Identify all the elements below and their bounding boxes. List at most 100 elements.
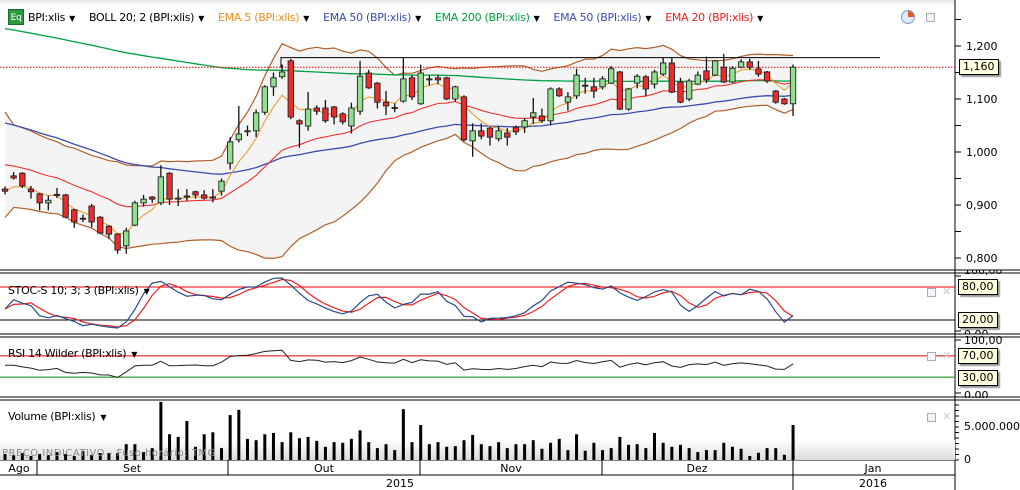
candle-up [685, 80, 693, 100]
volume-bar [583, 450, 587, 460]
volume-label: Volume (BPI:xlis) [8, 410, 96, 423]
volume-bar [471, 434, 475, 460]
legend-ema200[interactable]: EMA 200 (BPI:xlis) ▼ [435, 11, 540, 24]
volume-bar [635, 444, 639, 460]
legend-symbol[interactable]: BPI:xlis ▼ [28, 11, 75, 24]
price-tick-label: 0,900 [966, 199, 998, 212]
dropdown-arrow-icon: ▼ [131, 350, 138, 359]
candle-down [556, 88, 563, 97]
volume-bar [375, 448, 379, 460]
candle-up [426, 78, 433, 81]
volume-bar [479, 444, 483, 460]
volume-bar [644, 448, 648, 460]
maximize-icon[interactable] [926, 13, 935, 22]
rsi-upper-tag: 70,00 [958, 348, 998, 364]
candle-up [521, 120, 528, 128]
volume-bar [176, 436, 180, 460]
volume-bar [185, 421, 189, 460]
stoch-legend[interactable]: STOC-S 10; 3; 3 (BPI:xlis) ▼ [8, 284, 150, 297]
candle-down [763, 71, 771, 82]
candle-up [304, 108, 312, 127]
bollinger-lower [4, 104, 794, 260]
close-icon[interactable]: ✕ [942, 285, 952, 298]
year-label: 2015 [386, 477, 414, 490]
stoch-label: STOC-S 10; 3; 3 (BPI:xlis) [8, 284, 139, 297]
candle-up [789, 66, 797, 105]
candle-up [278, 71, 286, 78]
rsi-legend[interactable]: RSI 14 Wilder (BPI:xlis) ▼ [8, 347, 137, 360]
candle-down [88, 205, 95, 223]
volume-bar [687, 448, 691, 460]
volume-bar [81, 451, 85, 460]
candle-down [460, 96, 468, 141]
legend-ema20[interactable]: EMA 20 (BPI:xlis) ▼ [665, 11, 763, 24]
volume-bar [358, 430, 362, 460]
resistance-line [280, 57, 880, 68]
bollinger-upper [4, 43, 794, 167]
legend-ema20-label: EMA 20 (BPI:xlis) [665, 10, 754, 24]
volume-bar [46, 455, 50, 460]
candle-down [538, 115, 546, 122]
volume-bar [254, 440, 258, 460]
volume-bar [678, 444, 682, 460]
rsi-line [5, 349, 794, 379]
volume-bar [531, 440, 535, 460]
candle-down [642, 76, 649, 90]
volume-bar [696, 452, 700, 460]
dropdown-arrow-icon: ▼ [415, 13, 421, 23]
candle-up [157, 176, 165, 204]
maximize-icon[interactable] [927, 352, 936, 361]
candle-up [599, 78, 606, 88]
stoch-min-label: 0,00 [964, 328, 989, 334]
candle-down [313, 107, 320, 112]
candle-down [434, 77, 442, 81]
rsi-lower-tag: 30,00 [958, 370, 998, 386]
volume-bar [653, 432, 656, 460]
dropdown-arrow-icon: ▼ [533, 13, 540, 23]
maximize-icon[interactable] [927, 288, 936, 297]
candle-down [62, 194, 69, 218]
candle-up [651, 71, 658, 85]
legend-ema50-label: EMA 50 (BPI:xlis) [323, 10, 412, 24]
volume-bar [159, 401, 163, 460]
bollinger-fill [5, 43, 794, 259]
legend-ema50[interactable]: EMA 50 (BPI:xlis) ▼ [323, 11, 421, 24]
indicator-legend: Eq BPI:xlis ▼ BOLL 20; 2 (BPI:xlis) ▼ EMA … [8, 9, 777, 25]
legend-ema5[interactable]: EMA 5 (BPI:xlis) ▼ [218, 11, 309, 24]
candle-up [261, 86, 268, 113]
legend-boll-label: BOLL 20; 2 (BPI:xlis) [88, 10, 195, 24]
candle-down [408, 77, 416, 98]
candle-down [105, 225, 113, 235]
ema200-line [4, 27, 794, 83]
volume-bar [341, 442, 345, 460]
candle-down [703, 70, 710, 81]
clock-icon[interactable] [901, 10, 915, 24]
candle-down [27, 188, 35, 193]
candle-up [356, 75, 364, 112]
close-icon[interactable]: ✕ [942, 410, 952, 423]
candle-down [677, 81, 684, 103]
volume-bar [20, 453, 24, 460]
volume-bar [401, 409, 405, 460]
rsi-max-label: 100,00 [964, 334, 1003, 347]
legend-ema50-b[interactable]: EMA 50 (BPI:xlis) ▼ [553, 11, 651, 24]
candle-up [564, 96, 572, 103]
close-icon[interactable]: ✕ [942, 349, 952, 362]
rsi-min-label: 0,00 [964, 389, 989, 398]
volume-bar [220, 448, 223, 460]
candle-up [175, 197, 182, 200]
stoch-k-line [4, 277, 794, 329]
candle-up [235, 133, 242, 141]
maximize-icon[interactable] [927, 413, 936, 422]
month-label: Set [122, 462, 142, 475]
candle-down [36, 193, 43, 204]
dropdown-arrow-icon: ▼ [303, 13, 310, 23]
stoch-lower-tag: 20,00 [958, 312, 998, 328]
legend-boll[interactable]: BOLL 20; 2 (BPI:xlis) ▼ [89, 11, 204, 24]
stoch-d-line [4, 278, 794, 328]
volume-legend[interactable]: Volume (BPI:xlis) ▼ [8, 410, 107, 423]
volume-bar [410, 442, 414, 460]
candle-down [19, 172, 26, 187]
legend-ema5-label: EMA 5 (BPI:xlis) [218, 10, 300, 24]
